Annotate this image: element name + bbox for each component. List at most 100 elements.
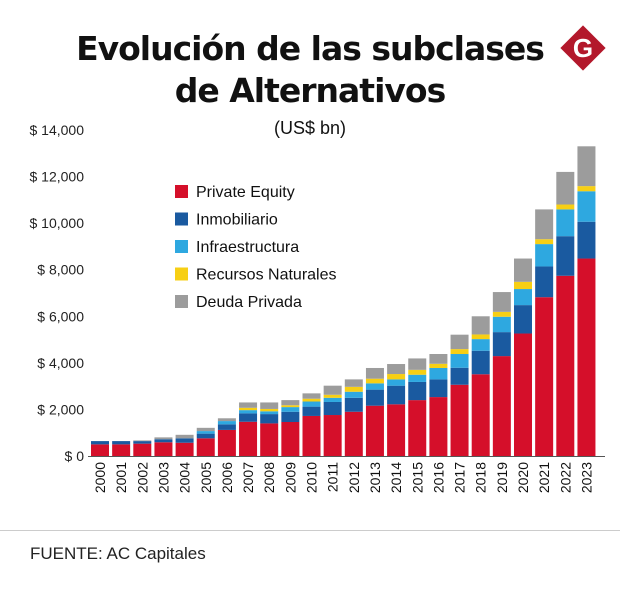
legend-swatch bbox=[175, 295, 188, 308]
bar-segment-recursos-naturales bbox=[492, 311, 511, 317]
bar-segment-private-equity bbox=[344, 411, 363, 456]
bar-segment-deuda-privada bbox=[387, 364, 406, 375]
y-tick-label: $ 14,000 bbox=[30, 122, 85, 138]
x-tick-label: 2003 bbox=[155, 462, 171, 493]
bar-segment-deuda-privada bbox=[514, 258, 532, 282]
x-tick-label: 2022 bbox=[557, 462, 573, 493]
bar-segment-infraestructura bbox=[260, 411, 279, 415]
bar-segment-recursos-naturales bbox=[239, 407, 258, 411]
bar-segment-infraestructura bbox=[239, 410, 258, 414]
legend-swatch bbox=[175, 267, 188, 281]
y-tick-label: $ 6,000 bbox=[37, 308, 84, 324]
bar-segment-private-equity bbox=[492, 356, 511, 456]
bar-segment-private-equity bbox=[450, 384, 469, 456]
bar-segment-inmobiliario bbox=[471, 350, 490, 375]
bar-segment-recursos-naturales bbox=[408, 369, 427, 375]
bar-segment-private-equity bbox=[471, 374, 490, 456]
bar-segment-infraestructura bbox=[556, 209, 575, 237]
bar-segment-inmobiliario bbox=[365, 389, 384, 406]
bar-segment-inmobiliario bbox=[112, 441, 131, 445]
bar-segment-deuda-privada bbox=[577, 146, 596, 187]
bar-segment-deuda-privada bbox=[175, 434, 194, 439]
bar-segment-inmobiliario bbox=[344, 397, 363, 412]
bar-segment-infraestructura bbox=[196, 431, 215, 434]
bar-segment-recursos-naturales bbox=[450, 349, 469, 355]
bar-segment-deuda-privada bbox=[217, 418, 236, 422]
bar-segment-private-equity bbox=[239, 421, 258, 456]
bar-segment-inmobiliario bbox=[450, 367, 469, 385]
bar-segment-recursos-naturales bbox=[429, 363, 448, 368]
bar-segment-recursos-naturales bbox=[344, 386, 363, 392]
bar-segment-private-equity bbox=[196, 438, 215, 456]
bar-segment-inmobiliario bbox=[387, 385, 406, 405]
y-tick-label: $ 0 bbox=[65, 448, 85, 464]
bar-segment-inmobiliario bbox=[323, 401, 342, 416]
bar-segment-inmobiliario bbox=[91, 441, 109, 445]
x-tick-label: 2013 bbox=[367, 462, 383, 493]
legend-swatch bbox=[175, 212, 188, 226]
x-tick-label: 2021 bbox=[536, 462, 552, 493]
bar-segment-private-equity bbox=[175, 442, 194, 456]
bar-segment-deuda-privada bbox=[471, 316, 490, 335]
bar-segment-inmobiliario bbox=[239, 413, 258, 422]
y-tick-label: $ 10,000 bbox=[30, 215, 85, 231]
bar-segment-deuda-privada bbox=[196, 427, 215, 432]
bar-segment-recursos-naturales bbox=[365, 378, 384, 384]
bar-segment-private-equity bbox=[365, 405, 384, 456]
y-tick-label: $ 8,000 bbox=[37, 262, 84, 278]
x-tick-label: 2008 bbox=[261, 462, 277, 493]
bar-segment-deuda-privada bbox=[302, 393, 321, 399]
bar-segment-private-equity bbox=[323, 415, 342, 456]
bar-segment-private-equity bbox=[112, 444, 131, 456]
x-tick-label: 2001 bbox=[113, 462, 129, 493]
bar-segment-private-equity bbox=[302, 415, 321, 456]
bar-segment-inmobiliario bbox=[196, 433, 215, 439]
bar-segment-deuda-privada bbox=[281, 400, 300, 406]
y-tick-label: $ 2,000 bbox=[37, 401, 84, 417]
x-tick-label: 2011 bbox=[325, 462, 341, 492]
x-tick-label: 2023 bbox=[578, 462, 594, 493]
bar-segment-infraestructura bbox=[323, 397, 342, 402]
bar-segment-recursos-naturales bbox=[387, 374, 406, 380]
bar-segment-inmobiliario bbox=[577, 221, 596, 259]
bar-segment-infraestructura bbox=[471, 339, 490, 351]
x-tick-label: 2014 bbox=[388, 462, 404, 493]
legend-label: Recursos Naturales bbox=[196, 267, 337, 284]
bar-segment-deuda-privada bbox=[133, 440, 152, 442]
x-tick-label: 2020 bbox=[515, 462, 531, 493]
x-tick-label: 2012 bbox=[346, 462, 362, 493]
legend-swatch bbox=[175, 240, 188, 253]
bar-segment-deuda-privada bbox=[556, 171, 575, 205]
legend-swatch bbox=[175, 185, 188, 198]
bar-segment-inmobiliario bbox=[514, 305, 532, 334]
bar-segment-infraestructura bbox=[514, 289, 532, 306]
chart-subtitle: (US$ bn) bbox=[273, 118, 347, 138]
logo-icon: G bbox=[560, 25, 606, 71]
bar-segment-private-equity bbox=[577, 258, 596, 456]
bar-segment-inmobiliario bbox=[556, 236, 575, 276]
x-tick-label: 2009 bbox=[282, 462, 298, 493]
chart-title: Evolución de las subclases de Alternativ… bbox=[76, 29, 545, 110]
bar-segment-inmobiliario bbox=[492, 332, 511, 357]
bar-segment-infraestructura bbox=[408, 374, 427, 382]
bar-segment-infraestructura bbox=[535, 244, 554, 267]
bar-segment-private-equity bbox=[408, 400, 427, 456]
bar-segment-infraestructura bbox=[492, 316, 511, 333]
bar-segment-deuda-privada bbox=[535, 209, 554, 240]
bar-segment-inmobiliario bbox=[217, 424, 236, 430]
bar-segment-deuda-privada bbox=[365, 367, 384, 379]
bar-segment-infraestructura bbox=[429, 367, 448, 380]
bar-segment-deuda-privada bbox=[429, 354, 448, 364]
bar-segment-recursos-naturales bbox=[302, 398, 321, 402]
bar-segment-recursos-naturales bbox=[260, 408, 279, 412]
y-tick-label: $ 4,000 bbox=[37, 355, 84, 371]
bar-segment-inmobiliario bbox=[535, 266, 554, 298]
bar-segment-private-equity bbox=[133, 443, 152, 456]
bar-segment-inmobiliario bbox=[154, 439, 173, 443]
x-tick-label: 2017 bbox=[452, 462, 468, 493]
bar-segment-inmobiliario bbox=[175, 438, 194, 443]
bar-segment-private-equity bbox=[154, 442, 173, 456]
bar-segment-inmobiliario bbox=[429, 379, 448, 398]
bar-segment-recursos-naturales bbox=[535, 239, 554, 245]
